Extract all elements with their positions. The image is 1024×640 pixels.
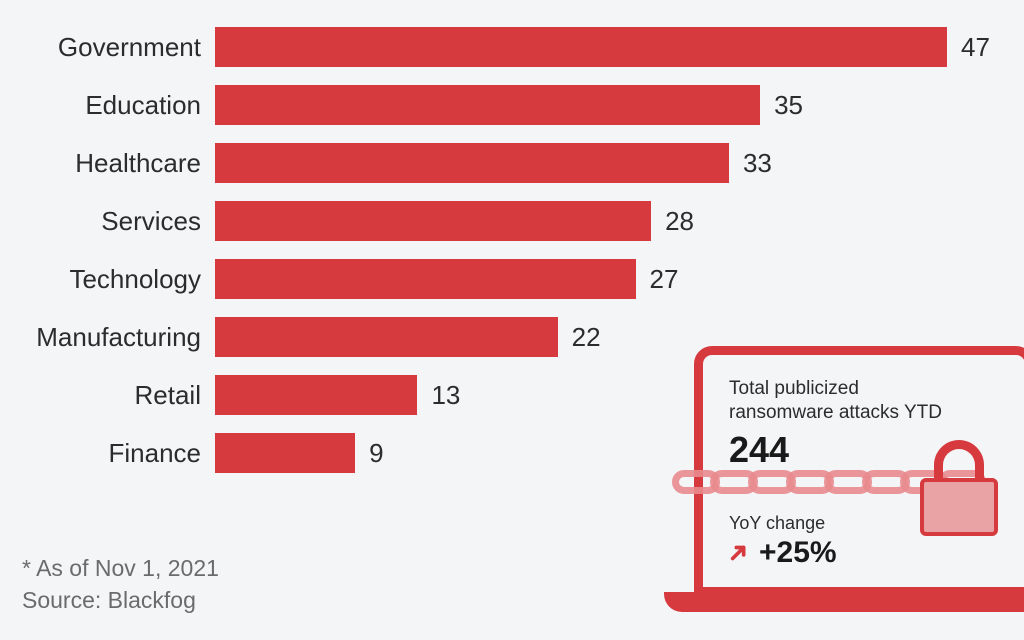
bar-label: Healthcare	[0, 148, 215, 179]
bar-value: 22	[572, 322, 601, 353]
callout-title: Total publicized ransomware attacks YTD	[729, 377, 949, 425]
bar-row: Technology 27	[0, 250, 1024, 308]
bar-track: 35	[215, 85, 1024, 125]
bar-row: Services 28	[0, 192, 1024, 250]
bar-label: Finance	[0, 438, 215, 469]
bar-value: 35	[774, 90, 803, 121]
bar-value: 13	[431, 380, 460, 411]
bar-value: 27	[650, 264, 679, 295]
laptop-callout: Total publicized ransomware attacks YTD …	[664, 346, 1024, 626]
bar-value: 28	[665, 206, 694, 237]
bar-track: 47	[215, 27, 1024, 67]
bar-label: Retail	[0, 380, 215, 411]
bar-label: Government	[0, 32, 215, 63]
bar	[215, 201, 651, 241]
bar-track: 33	[215, 143, 1024, 183]
bar-label: Technology	[0, 264, 215, 295]
bar-row: Healthcare 33	[0, 134, 1024, 192]
bar	[215, 143, 729, 183]
bar-value: 9	[369, 438, 383, 469]
bar-label: Manufacturing	[0, 322, 215, 353]
arrow-up-right-icon	[729, 542, 751, 564]
bar-row: Government 47	[0, 18, 1024, 76]
padlock-icon	[920, 440, 998, 536]
callout-yoy-value: +25%	[759, 536, 837, 570]
bar-track: 28	[215, 201, 1024, 241]
bar-label: Services	[0, 206, 215, 237]
bar	[215, 27, 947, 67]
bar	[215, 259, 636, 299]
footnote-source: Source: Blackfog	[22, 587, 196, 614]
bar	[215, 317, 558, 357]
bar-label: Education	[0, 90, 215, 121]
bar-value: 47	[961, 32, 990, 63]
footnote-asof: * As of Nov 1, 2021	[22, 555, 219, 582]
bar-track: 27	[215, 259, 1024, 299]
bar	[215, 375, 417, 415]
laptop-base	[664, 592, 1024, 612]
bar-value: 33	[743, 148, 772, 179]
bar	[215, 85, 760, 125]
bar	[215, 433, 355, 473]
bar-row: Education 35	[0, 76, 1024, 134]
